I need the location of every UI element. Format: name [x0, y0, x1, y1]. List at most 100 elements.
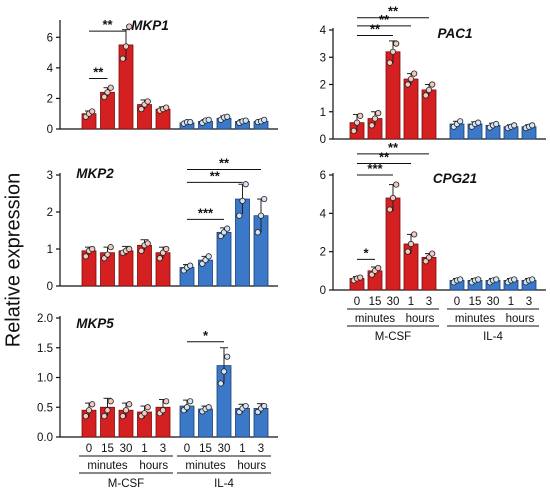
x-tick-label: 3 [258, 443, 264, 455]
data-point [257, 212, 265, 219]
data-point [122, 43, 130, 50]
panel-title: MKP5 [76, 316, 114, 331]
bar [118, 250, 134, 287]
data-point [163, 104, 170, 111]
group-label: M-CSF [108, 478, 144, 490]
y-tick-label: 1.0 [37, 373, 53, 385]
data-point [89, 401, 96, 408]
data-point [82, 413, 89, 420]
x-tick-label: 1 [141, 443, 147, 455]
panel-title: MKP1 [131, 18, 169, 33]
x-tick-label: 0 [454, 296, 460, 308]
data-point [138, 106, 145, 113]
data-point [422, 92, 429, 99]
data-point [187, 398, 194, 405]
x-tick-label: 3 [526, 296, 532, 308]
x-tick-label: 1 [239, 443, 245, 455]
x-tick-label: 1 [508, 296, 514, 308]
minutes-label: minutes [185, 460, 226, 472]
data-point [529, 276, 536, 283]
data-point [220, 368, 228, 375]
data-point [475, 276, 482, 283]
x-tick-label: 30 [387, 296, 400, 308]
y-tick-label: 2 [47, 207, 53, 219]
data-point [357, 274, 364, 281]
data-point [411, 70, 418, 77]
data-point [386, 59, 393, 66]
y-tick-label: 4 [320, 25, 327, 37]
data-point [353, 119, 361, 126]
significance-label: ** [210, 168, 221, 183]
minutes-label: minutes [87, 460, 128, 472]
y-tick-label: 1.5 [37, 343, 53, 355]
group-label: M-CSF [375, 331, 411, 343]
data-point [107, 244, 114, 251]
bar [216, 231, 232, 287]
x-tick-label: 15 [101, 443, 114, 455]
data-point [89, 108, 96, 115]
data-point [141, 410, 148, 417]
significance-label: * [203, 328, 209, 343]
data-point [89, 245, 96, 253]
data-point [107, 84, 114, 91]
data-point [82, 253, 89, 260]
significance-label: ** [388, 4, 399, 19]
data-point [242, 117, 249, 124]
y-tick-label: 4 [320, 208, 327, 220]
data-point [104, 251, 111, 258]
data-point [104, 407, 111, 414]
minutes-label: minutes [455, 313, 496, 325]
data-point [529, 122, 536, 129]
data-point [163, 245, 170, 253]
data-point [205, 253, 212, 260]
data-point [205, 404, 212, 411]
data-point [368, 122, 375, 129]
x-tick-label: 0 [354, 296, 360, 308]
data-point [138, 247, 145, 254]
data-point [104, 89, 111, 96]
data-point [144, 98, 151, 105]
y-tick-label: 0.0 [37, 432, 53, 444]
data-point [224, 353, 231, 360]
significance-label: * [363, 245, 369, 260]
data-point [493, 276, 500, 283]
data-point [144, 240, 151, 247]
significance-label: ** [379, 12, 390, 27]
data-point [350, 127, 357, 134]
data-point [411, 231, 418, 238]
y-tick-label: 0 [320, 285, 326, 297]
data-point [393, 40, 400, 47]
data-point [511, 276, 518, 283]
data-point [205, 116, 212, 123]
data-point [126, 23, 133, 30]
data-point [119, 55, 126, 62]
x-tick-label: 30 [120, 443, 133, 455]
data-point [126, 245, 133, 253]
panel-mkp1: 0 2 4 6 MKP1 ** ** [47, 17, 278, 136]
y-tick-label: 6 [320, 170, 326, 182]
group-label: IL-4 [483, 331, 503, 343]
data-point [425, 86, 433, 94]
x-tick-label: 0 [184, 443, 190, 455]
panel-title: PAC1 [437, 26, 472, 41]
data-point [389, 194, 397, 202]
y-tick-label: 2 [47, 93, 53, 105]
y-tick-label: 3 [47, 170, 53, 182]
data-point [371, 115, 379, 122]
data-point [217, 380, 224, 387]
data-point [261, 116, 268, 123]
data-point [224, 113, 231, 120]
group-label: IL-4 [214, 478, 234, 490]
x-tick-label: 0 [86, 443, 92, 455]
x-tick-label: 15 [469, 296, 482, 308]
data-point [475, 119, 482, 126]
data-point [493, 120, 500, 128]
data-point [407, 75, 415, 83]
data-point [187, 119, 194, 126]
hours-label: hours [506, 313, 535, 325]
data-point [156, 255, 163, 262]
significance-label: *** [367, 161, 383, 176]
y-tick-label: 0 [320, 134, 326, 146]
y-tick-label: 2.0 [37, 313, 53, 325]
